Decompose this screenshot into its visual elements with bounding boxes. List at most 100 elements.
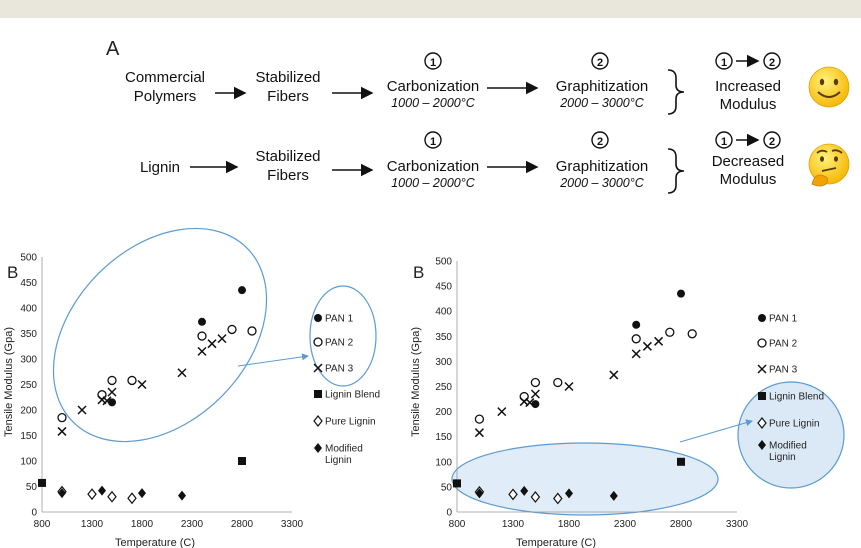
result-step-2b-circle [763, 131, 781, 149]
legend-right-zoom [679, 381, 845, 489]
chart-left-ylabel: Tensile Modulus (Gpa) [3, 327, 15, 437]
data-point-pan-1 [198, 317, 206, 326]
stabilized-2-line1: Stabilized [255, 148, 320, 165]
data-point-pan-3 [654, 336, 664, 346]
y-tick-label: 400 [20, 304, 37, 315]
y-tick-label: 100 [435, 457, 452, 468]
data-point-pure-lignin [553, 492, 563, 505]
y-tick-label: 200 [435, 407, 452, 418]
chart-right-ylabel: Tensile Modulus (Gpa) [410, 327, 422, 437]
data-point-pan-3 [102, 396, 112, 406]
commercial-line1: Commercial [125, 69, 205, 86]
y-tick-label: 450 [435, 282, 452, 293]
y-tick-label: 200 [20, 406, 37, 417]
legend-right: PAN 1 PAN 2 PAN 3 Lignin Blend Pure Lignin Mo… [757, 314, 824, 463]
step-2b-circle [591, 131, 609, 149]
panel-a: A Commercial Polymers Stabilized Fibers … [106, 38, 850, 194]
data-point-modified-lignin [138, 488, 146, 499]
scatter-chart-right: B Temperature (C) Tensile Modulus (Gpa) … [410, 257, 749, 548]
legend-label-pan-2: PAN 2 [325, 338, 354, 349]
step-2-number: 2 [597, 57, 603, 69]
y-tick-label: 400 [435, 307, 452, 318]
chart-right-panel-label: B [413, 263, 424, 282]
data-point-modified-lignin [58, 488, 66, 499]
data-point-pan-2 [553, 377, 563, 388]
x-tick-label: 800 [34, 519, 51, 530]
data-point-lignin-blend [677, 457, 685, 466]
data-point-lignin-blend [453, 479, 461, 488]
data-point-pan-2 [665, 327, 675, 337]
legend-label-pan-3: PAN 3 [325, 364, 354, 375]
data-point-pan-3 [525, 398, 535, 408]
data-point-lignin-blend [238, 457, 246, 465]
modulus-label-2: Modulus [720, 171, 777, 188]
x-tick-label: 2800 [231, 519, 254, 530]
y-tick-label: 300 [20, 355, 37, 366]
step-2b-number: 2 [597, 136, 603, 148]
chart-right-xlabel: Temperature (C) [516, 537, 596, 548]
carbonization-label: Carbonization [387, 78, 480, 95]
bracket-1 [667, 69, 685, 115]
data-point-pan-2 [247, 326, 257, 336]
legend-marker-modified-lignin [314, 443, 322, 453]
y-tick-label: 150 [20, 431, 37, 442]
chart-left-panel-label: B [7, 263, 18, 282]
result-step-1b-circle [715, 131, 733, 149]
x-tick-label: 2800 [670, 519, 693, 530]
data-point-pan-3 [642, 341, 652, 351]
step-1-circle [424, 52, 442, 70]
y-tick-label: 450 [20, 278, 37, 289]
x-tick-label: 1800 [131, 519, 154, 530]
legend-label-pure-lignin: Pure Lignin [325, 417, 376, 428]
data-point-pan-3 [474, 428, 484, 438]
legend-label-modified-lignin-line1: Modified [325, 444, 363, 455]
legend-label-modified-lignin-line2: Lignin [325, 455, 352, 466]
y-tick-label: 50 [26, 482, 38, 493]
chart-right-lignin-highlight [451, 442, 719, 516]
data-point-pan-2 [97, 390, 107, 400]
stabilized-line1: Stabilized [255, 69, 320, 86]
y-tick-label: 300 [435, 357, 452, 368]
commercial-line2: Polymers [134, 88, 197, 105]
step-1b-number: 1 [430, 136, 436, 148]
data-point-pure-lignin [87, 488, 97, 501]
legend-marker-pan-1 [758, 314, 766, 322]
data-point-pan-2 [57, 412, 67, 423]
y-tick-label: 150 [435, 432, 452, 443]
x-tick-label: 2300 [614, 519, 637, 530]
legend-marker-pan-3 [313, 363, 323, 373]
y-tick-label: 100 [20, 457, 37, 468]
legend-label-pan-1: PAN 1 [769, 314, 798, 325]
modulus-label-1: Modulus [720, 96, 777, 113]
legend-marker-pan-3 [757, 364, 767, 374]
legend-marker-pure-lignin [313, 415, 323, 427]
data-point-pan-2 [687, 329, 697, 339]
legend-marker-pure-lignin [757, 417, 767, 429]
data-point-pan-3 [609, 370, 619, 380]
data-point-pan-2 [227, 324, 237, 335]
decreased-label: Decreased [712, 153, 785, 170]
y-tick-label: 50 [441, 482, 453, 493]
lignin-label: Lignin [140, 159, 180, 176]
result-step-1-circle [715, 52, 733, 70]
flow-row-commercial: Commercial Polymers Stabilized Fibers 1 … [125, 52, 850, 115]
data-point-pan-3 [564, 381, 574, 392]
step-2-circle [591, 52, 609, 70]
legend-label-pan-3: PAN 3 [769, 365, 798, 376]
data-point-pan-1 [531, 400, 540, 409]
chart-left-xlabel: Temperature (C) [115, 537, 195, 548]
carbonization-2-temp: 1000 – 2000°C [391, 176, 476, 190]
result-step-2-number: 2 [769, 57, 775, 69]
data-point-pan-1 [238, 286, 246, 295]
legend-marker-modified-lignin [758, 440, 766, 450]
legend-marker-pan-2 [313, 337, 323, 347]
data-point-pan-3 [107, 387, 117, 397]
step-1b-circle [424, 131, 442, 149]
step-1-number: 1 [430, 57, 436, 69]
legend-label-modified-lignin-line2: Lignin [769, 452, 796, 463]
thinking-face-icon [808, 143, 850, 187]
increased-label: Increased [715, 78, 781, 95]
data-point-pan-3 [137, 379, 147, 390]
graphitization-temp: 2000 – 3000°C [559, 96, 645, 110]
data-point-pan-1 [677, 289, 685, 298]
